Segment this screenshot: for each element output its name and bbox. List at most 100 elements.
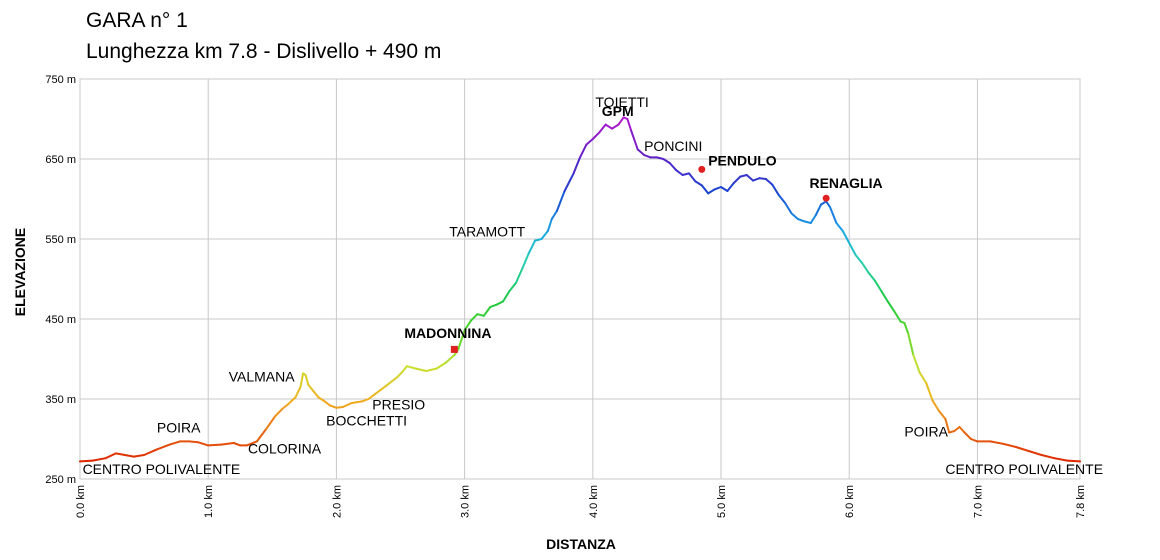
elevation-segment — [255, 428, 267, 443]
elevation-segment — [470, 313, 479, 322]
elevation-segment — [425, 367, 438, 372]
elevation-segment — [322, 399, 331, 407]
elevation-segment — [688, 172, 697, 183]
elevation-segment — [281, 403, 289, 410]
elevation-segment — [79, 459, 94, 463]
elevation-segment — [752, 177, 761, 182]
elevation-segment — [294, 386, 302, 399]
waypoint-label: TOIETTI — [595, 94, 648, 110]
y-tick-label: 750 m — [45, 74, 76, 86]
x-tick-label: 3.0 km — [460, 485, 472, 518]
elevation-segment — [829, 206, 838, 224]
elevation-segment — [944, 418, 951, 434]
elevation-segment — [809, 214, 817, 224]
elevation-segment — [796, 218, 806, 223]
elevation-segment — [540, 230, 549, 240]
elevation-segment — [521, 252, 530, 270]
elevation-segment — [694, 180, 703, 187]
elevation-segment — [636, 148, 646, 156]
y-tick-label: 650 m — [45, 154, 76, 166]
elevation-segment — [953, 426, 961, 432]
elevation-segment — [273, 407, 284, 418]
elevation-segment — [196, 441, 210, 447]
elevation-segment — [91, 457, 107, 462]
elevation-segment — [435, 362, 447, 370]
waypoint-label: TARAMOTT — [449, 224, 525, 240]
elevation-segment — [790, 212, 799, 220]
elevation-segment — [867, 271, 876, 282]
grid-lines — [79, 78, 1081, 480]
elevation-segment — [938, 410, 947, 420]
elevation-segment — [820, 200, 828, 206]
elevation-segment — [155, 443, 171, 451]
elevation-segment — [232, 442, 242, 447]
chart-title: GARA n° 1 — [86, 9, 188, 32]
elevation-segment — [585, 138, 594, 146]
elevation-segment — [341, 402, 353, 408]
elevation-segment — [114, 452, 126, 456]
elevation-segment — [476, 313, 485, 317]
elevation-segment — [803, 220, 812, 224]
waypoint-label: GPM — [602, 103, 634, 119]
waypoint-label: VALMANA — [229, 368, 296, 384]
x-tick-label: 0.0 km — [75, 485, 87, 518]
elevation-segment — [745, 174, 755, 182]
elevation-segment — [668, 162, 678, 172]
elevation-segment — [626, 118, 633, 132]
elevation-segment — [918, 371, 928, 384]
elevation-segment — [611, 123, 620, 130]
elevation-segment — [643, 154, 652, 159]
y-tick-label: 250 m — [45, 474, 76, 486]
elevation-segment — [143, 448, 158, 456]
elevation-segment — [373, 388, 383, 396]
elevation-segment — [579, 143, 588, 159]
elevation-segment — [814, 203, 822, 216]
elevation-segment — [123, 454, 135, 458]
elevation-segment — [771, 183, 780, 196]
x-tick-label: 4.0 km — [588, 485, 600, 518]
elevation-segment — [777, 194, 787, 204]
elevation-segment — [563, 172, 575, 192]
waypoint-label: BOCCHETTI — [326, 412, 407, 428]
elevation-segment — [457, 329, 466, 351]
elevation-segment — [463, 319, 472, 332]
elevation-segment — [825, 200, 831, 208]
elevation-segment — [495, 300, 505, 306]
elevation-segment — [286, 396, 297, 406]
elevation-segment — [713, 186, 722, 191]
elevation-segment — [873, 279, 883, 292]
elevation-segment — [907, 332, 915, 356]
x-tick-label: 7.8 km — [1075, 485, 1087, 518]
waypoint-label: CENTRO POLIVALENTE — [83, 461, 241, 477]
elevation-segment — [861, 262, 870, 274]
elevation-segment — [970, 438, 979, 443]
elevation-segment — [482, 306, 492, 317]
elevation-segment — [854, 254, 864, 264]
elevation-segment — [848, 242, 857, 256]
elevation-segment — [1002, 442, 1017, 448]
elevation-segment — [380, 383, 389, 391]
elevation-segment — [402, 365, 408, 372]
elevation-segment — [700, 184, 710, 195]
elevation-segment — [264, 415, 276, 431]
waypoint-labels: CENTRO POLIVALENTE POIRA COLORINA VALMANA BO… — [83, 94, 1103, 477]
elevation-segment — [396, 370, 405, 378]
elevation-segment — [405, 365, 417, 370]
waypoint-label: PONCINI — [644, 138, 702, 154]
elevation-segment — [489, 303, 498, 308]
elevation-segment — [414, 367, 428, 372]
elevation-segment — [598, 123, 607, 134]
elevation-segment — [350, 400, 364, 404]
elevation-segment — [555, 190, 566, 212]
elevation-segment — [1066, 459, 1081, 463]
waypoint-label: PRESIO — [372, 396, 425, 412]
elevation-segment — [572, 156, 581, 175]
waypoint-label: PENDULO — [708, 152, 777, 168]
elevation-segment — [245, 440, 258, 447]
elevation-segment — [299, 372, 305, 388]
elevation-segment — [931, 399, 940, 412]
waypoint-label: MADONNINA — [404, 325, 491, 341]
elevation-segment — [514, 267, 524, 284]
y-axis-title: ELEVAZIONE — [12, 228, 28, 316]
